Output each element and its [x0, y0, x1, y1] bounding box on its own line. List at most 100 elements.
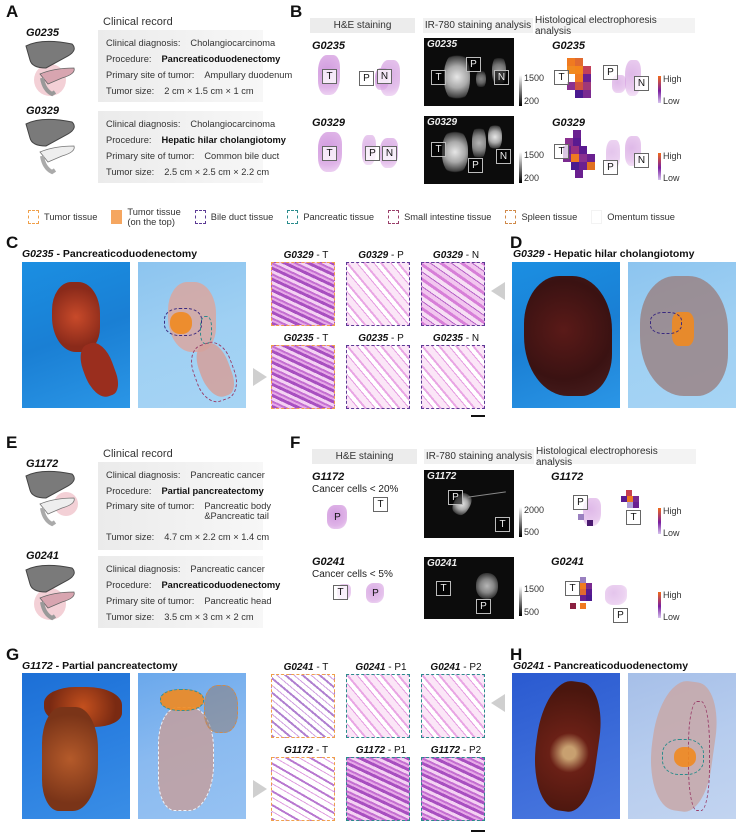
heat-colorbar: [658, 76, 661, 103]
region-label: P: [334, 512, 341, 523]
panel-label-g: G: [6, 645, 20, 664]
histology-tile: [271, 262, 335, 326]
region-label: P: [573, 495, 588, 510]
region-label: T: [554, 144, 569, 159]
histology-title: G0241 - T: [283, 662, 329, 673]
region-label: N: [382, 146, 397, 161]
clinical-record-box: Clinical diagnosis: Pancreatic cancer Pro…: [98, 556, 280, 628]
panel-label-c: C: [6, 233, 19, 252]
region-label: P: [359, 71, 374, 86]
region-label: P: [603, 65, 618, 80]
region-label: T: [333, 585, 348, 600]
field-label: Clinical diagnosis:: [106, 38, 181, 48]
histology-tile: [346, 345, 410, 409]
legend-item-omentum: Omentum tissue: [591, 210, 675, 224]
dashed-swatch-icon: [287, 210, 299, 224]
field-value: Cholangiocarcinoma: [190, 38, 276, 48]
colorbar-high: High: [663, 74, 682, 84]
arrow-right-icon: [253, 780, 267, 798]
region-label: P: [466, 57, 481, 72]
colorbar-min: 500: [524, 607, 540, 617]
arrow-left-icon: [491, 694, 505, 712]
clinical-record-box: Clinical diagnosis: Cholangiocarcinoma Pr…: [98, 111, 286, 183]
dashed-swatch-icon: [388, 210, 400, 224]
field-value: Cholangiocarcinoma: [190, 119, 276, 129]
specimen-photo: [512, 673, 620, 819]
arrow-right-icon: [253, 368, 267, 386]
panel-label-f: F: [290, 433, 301, 452]
clinical-record-box: Clinical diagnosis: Pancreatic cancer Pro…: [98, 462, 271, 550]
ir780-image: G0241 T P: [424, 557, 514, 619]
field-label: Procedure:: [106, 54, 152, 64]
he-staining-header: H&E staining: [312, 449, 417, 464]
region-label: T: [626, 510, 641, 525]
case-id: G1172: [26, 458, 59, 470]
sample-id: G0241: [312, 556, 346, 568]
sample-id: G0329: [552, 117, 586, 129]
annotated-specimen-photo: [628, 262, 736, 408]
panel-label-a: A: [6, 2, 19, 21]
electrophoresis-header: Histological electrophoresis analysis: [535, 15, 695, 37]
filled-swatch-icon: [111, 210, 123, 224]
sample-id: G0241: [551, 556, 585, 568]
region-label: T: [436, 581, 451, 596]
histology-tile: [346, 757, 410, 821]
cancer-cell-note: Cancer cells < 20%: [312, 484, 399, 495]
intensity-colorbar: [519, 152, 522, 183]
sample-id: G0329: [312, 117, 346, 129]
legend-item-tumor-top: Tumor tissue (on the top): [111, 207, 181, 227]
he-tissue-section: [366, 583, 384, 603]
field-value: Pancreaticoduodenectomy: [161, 580, 281, 590]
histology-title: G1172 - P1: [355, 745, 407, 756]
field-label: Procedure:: [106, 135, 152, 145]
region-label: P: [603, 160, 618, 175]
field-value: Pancreatic body &Pancreatic tail: [204, 501, 272, 521]
clinical-record-title: Clinical record: [103, 16, 173, 28]
histology-tile: [271, 674, 335, 738]
field-value: Common bile duct: [204, 151, 280, 161]
field-label: Primary site of tumor:: [106, 70, 195, 80]
field-label: Tumor size:: [106, 612, 155, 622]
colorbar-low: Low: [663, 173, 680, 183]
histology-title: G0235 - T: [283, 333, 329, 344]
sample-id: G1172: [312, 471, 345, 483]
case-id: G0241: [26, 550, 60, 562]
heat-colorbar: [658, 508, 661, 534]
legend-item-spleen: Spleen tissue: [505, 210, 577, 224]
cancer-cell-note: Cancer cells < 5%: [312, 569, 393, 580]
scale-bar: [471, 415, 485, 417]
field-value: Ampullary duodenum: [204, 70, 293, 80]
sample-id: G0235: [312, 40, 346, 52]
ir780-image: G1172 P T: [424, 470, 514, 538]
photo-title: G1172 - Partial pancreatectomy: [22, 660, 178, 672]
colorbar-min: 200: [524, 96, 540, 106]
region-label: T: [322, 146, 337, 161]
colorbar-high: High: [663, 151, 682, 161]
field-label: Clinical diagnosis:: [106, 119, 181, 129]
field-label: Procedure:: [106, 486, 152, 496]
dashed-swatch-icon: [28, 210, 39, 224]
ir780-image: G0235 T P N: [424, 38, 514, 106]
colorbar-max: 2000: [524, 505, 545, 515]
clinical-record-box: Clinical diagnosis: Cholangiocarcinoma Pr…: [98, 30, 292, 102]
field-value: Hepatic hilar cholangiotomy: [161, 135, 286, 145]
colorbar-max: 1500: [524, 584, 545, 594]
histology-title: G0235 - N: [432, 333, 480, 344]
specimen-photo: [512, 262, 620, 408]
histology-tile: [346, 674, 410, 738]
annotated-specimen-photo: [628, 673, 736, 819]
sample-id: G0235: [427, 39, 458, 50]
histology-title: G1172 - T: [283, 745, 329, 756]
region-label: N: [377, 69, 392, 84]
dashed-swatch-icon: [505, 210, 517, 224]
histology-title: G1172 - P2: [430, 745, 482, 756]
field-value: Pancreatic cancer: [190, 470, 265, 480]
panel-label-b: B: [290, 2, 303, 21]
omentum-outline: [158, 707, 214, 811]
region-label: T: [373, 497, 388, 512]
region-label: P: [613, 608, 628, 623]
colorbar-high: High: [663, 506, 682, 516]
pancreatic-outline: [662, 739, 704, 775]
specimen-photo: [22, 673, 130, 819]
sample-id: G0241: [427, 558, 458, 569]
